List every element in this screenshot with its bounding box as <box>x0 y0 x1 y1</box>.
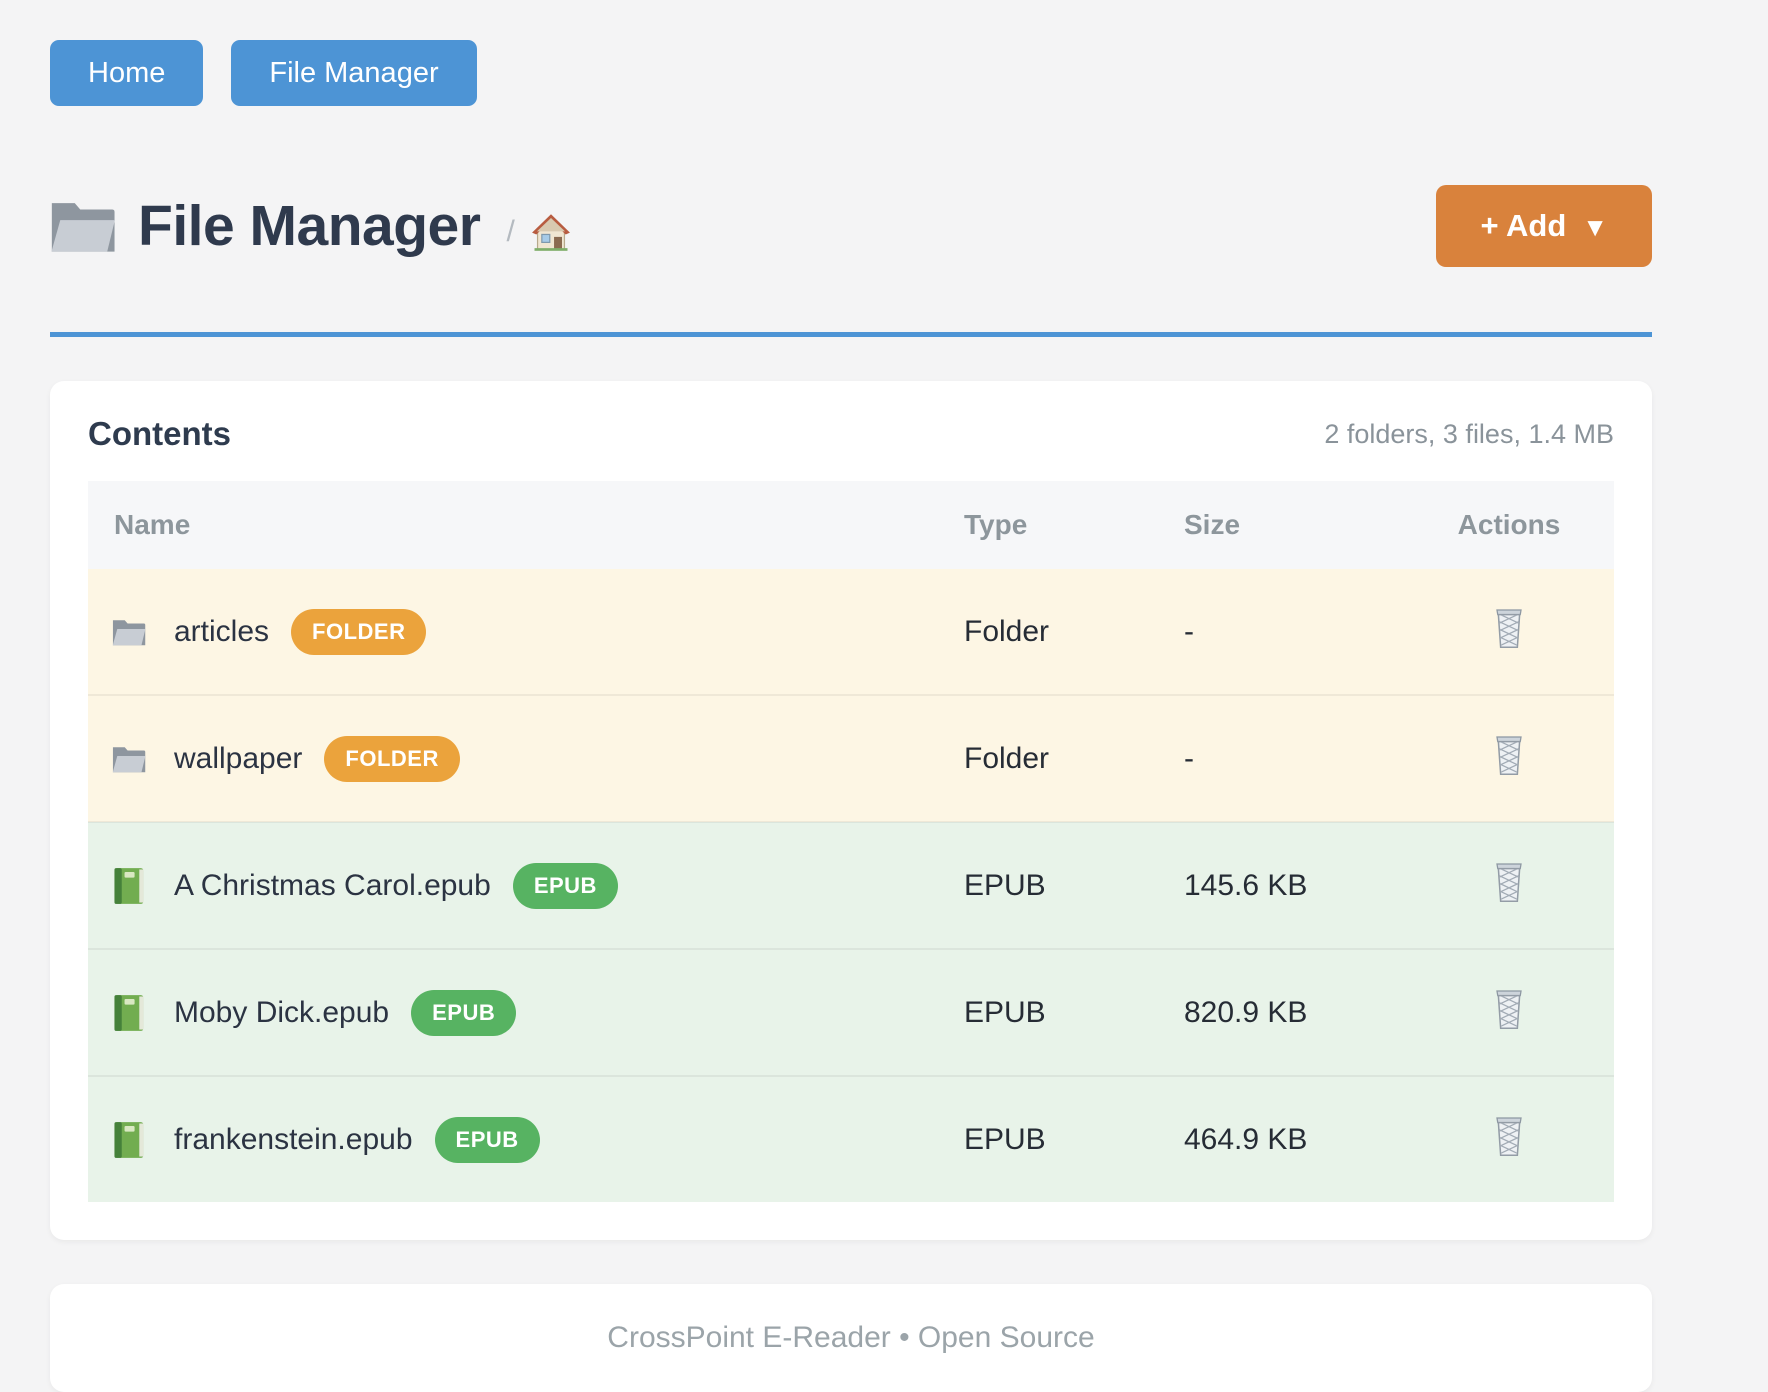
nav-home-button[interactable]: Home <box>50 40 204 106</box>
file-name: frankenstein.epub <box>174 1122 413 1156</box>
type-badge: EPUB <box>411 989 517 1036</box>
footer-text: CrossPoint E-Reader • Open Source <box>607 1321 1095 1354</box>
files-table: Name Type Size Actions articles FOLDER F… <box>88 481 1614 1202</box>
delete-button[interactable] <box>1490 987 1528 1030</box>
folder-icon <box>112 740 146 778</box>
title-underline <box>50 332 1652 337</box>
table-row[interactable]: wallpaper FOLDER Folder - <box>88 694 1614 822</box>
type-cell: Folder <box>940 569 1160 695</box>
table-row[interactable]: articles FOLDER Folder - <box>88 569 1614 695</box>
footer: CrossPoint E-Reader • Open Source <box>50 1284 1652 1392</box>
file-name: articles <box>174 614 270 648</box>
top-nav: Home File Manager <box>50 40 1652 106</box>
table-row[interactable]: A Christmas Carol.epub EPUB EPUB 145.6 K… <box>88 821 1614 949</box>
size-cell: 145.6 KB <box>1160 821 1404 949</box>
breadcrumb-separator: / <box>506 215 515 248</box>
actions-cell <box>1404 569 1614 695</box>
table-header-row: Name Type Size Actions <box>88 481 1614 569</box>
breadcrumb: / <box>506 211 572 253</box>
add-button[interactable]: + Add ▼ <box>1436 185 1652 267</box>
size-cell: - <box>1160 569 1404 695</box>
trash-icon <box>1490 733 1528 776</box>
name-cell: wallpaper FOLDER <box>88 694 940 822</box>
table-row[interactable]: frankenstein.epub EPUB EPUB 464.9 KB <box>88 1075 1614 1202</box>
file-name: A Christmas Carol.epub <box>174 868 491 902</box>
column-header-size: Size <box>1160 481 1404 569</box>
book-icon <box>112 867 146 905</box>
type-cell: Folder <box>940 694 1160 822</box>
title-group: File Manager / <box>50 193 573 259</box>
delete-button[interactable] <box>1490 1114 1528 1157</box>
actions-cell <box>1404 821 1614 949</box>
column-header-name: Name <box>88 481 940 569</box>
page-title: File Manager <box>138 194 481 258</box>
nav-file-manager-button[interactable]: File Manager <box>231 40 477 106</box>
column-header-type: Type <box>940 481 1160 569</box>
table-row[interactable]: Moby Dick.epub EPUB EPUB 820.9 KB <box>88 948 1614 1076</box>
name-cell: A Christmas Carol.epub EPUB <box>88 821 940 949</box>
trash-icon <box>1490 860 1528 903</box>
name-cell: articles FOLDER <box>88 569 940 695</box>
delete-button[interactable] <box>1490 733 1528 776</box>
trash-icon <box>1490 1114 1528 1157</box>
house-icon[interactable] <box>529 211 573 253</box>
delete-button[interactable] <box>1490 606 1528 649</box>
type-badge: EPUB <box>434 1116 540 1163</box>
page-header: File Manager / + Add ▼ <box>50 176 1652 276</box>
actions-cell <box>1404 948 1614 1076</box>
size-cell: 464.9 KB <box>1160 1075 1404 1202</box>
folder-icon <box>50 197 116 255</box>
contents-card: Contents 2 folders, 3 files, 1.4 MB Name… <box>50 381 1652 1240</box>
file-name: Moby Dick.epub <box>174 995 390 1029</box>
type-cell: EPUB <box>940 1075 1160 1202</box>
type-cell: EPUB <box>940 948 1160 1076</box>
folder-icon <box>112 613 146 651</box>
book-icon <box>112 1121 146 1159</box>
file-name: wallpaper <box>174 741 303 775</box>
type-badge: FOLDER <box>291 608 427 655</box>
card-title: Contents <box>88 415 231 452</box>
chevron-down-icon: ▼ <box>1582 211 1608 242</box>
trash-icon <box>1490 987 1528 1030</box>
book-icon <box>112 994 146 1032</box>
type-badge: EPUB <box>512 862 618 909</box>
add-button-label: + Add <box>1480 208 1567 243</box>
column-header-actions: Actions <box>1404 481 1614 569</box>
actions-cell <box>1404 1075 1614 1202</box>
actions-cell <box>1404 694 1614 822</box>
name-cell: Moby Dick.epub EPUB <box>88 948 940 1076</box>
contents-summary: 2 folders, 3 files, 1.4 MB <box>1324 418 1614 449</box>
trash-icon <box>1490 606 1528 649</box>
type-cell: EPUB <box>940 821 1160 949</box>
size-cell: 820.9 KB <box>1160 948 1404 1076</box>
delete-button[interactable] <box>1490 860 1528 903</box>
name-cell: frankenstein.epub EPUB <box>88 1075 940 1202</box>
size-cell: - <box>1160 694 1404 822</box>
type-badge: FOLDER <box>324 735 460 782</box>
